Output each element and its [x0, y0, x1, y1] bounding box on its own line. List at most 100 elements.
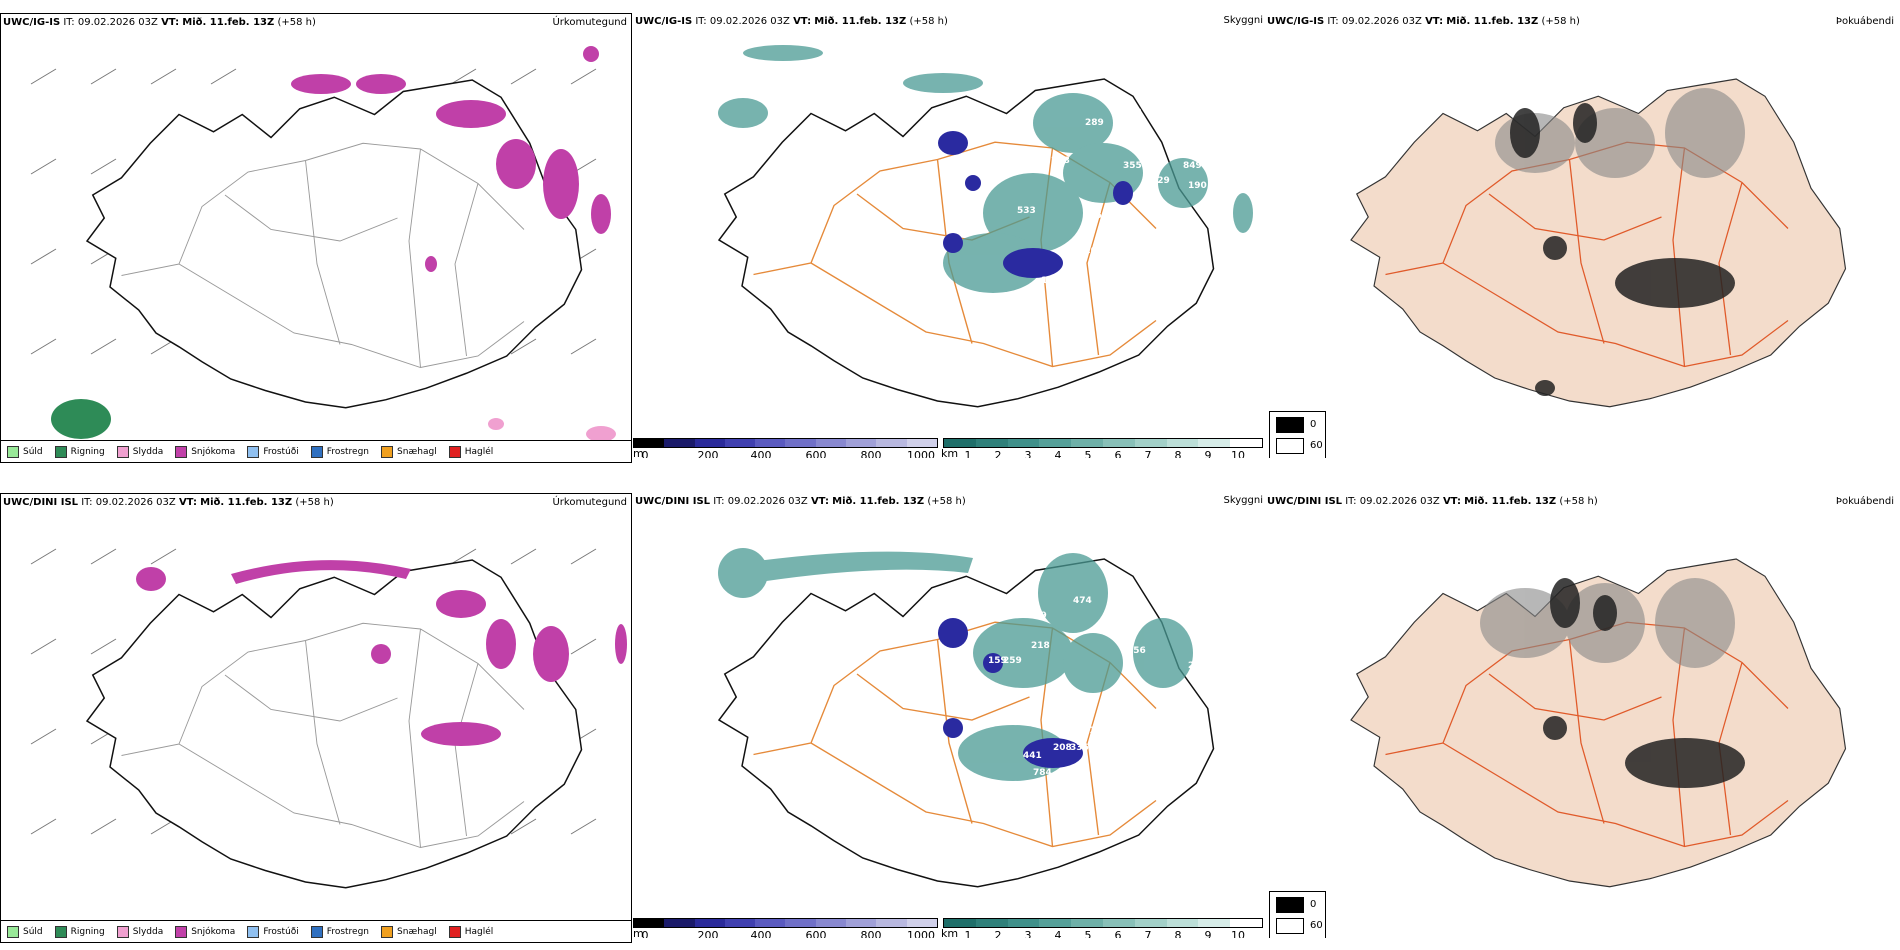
ceiling-colorbar: 0 200 400 600 800 1000 m — [633, 918, 938, 938]
tick-label: 200 — [697, 929, 719, 938]
visibility-unit: km — [941, 927, 959, 938]
vis-label: 114 — [1113, 256, 1132, 266]
panel-title: UWC/IG-IS IT: 09.02.2026 03Z VT: Mið. 11… — [635, 16, 948, 27]
tick-label: 4 — [1054, 449, 1062, 458]
tick-label: 200 — [697, 449, 719, 458]
vis-label: 29 — [1028, 576, 1041, 586]
panel-variable-label: Skyggni — [1223, 495, 1263, 506]
vis-label: 233 — [1188, 661, 1207, 671]
vis-label: 249 — [1028, 611, 1047, 621]
vis-label: 259 — [1003, 656, 1022, 666]
panel-title: UWC/IG-IS IT: 09.02.2026 03Z VT: Mið. 11… — [3, 17, 316, 28]
visibility-map: 601 29 474 249 496 218 356 233 159 259 1… — [718, 548, 1215, 888]
precip-type-panel-row1: UWC/IG-IS IT: 09.02.2026 03Z VT: Mið. 11… — [0, 13, 632, 463]
vis-label: 218 — [1031, 641, 1050, 651]
precip-legend: Súld Rigning Slydda Snjókoma Frostúði Fr… — [1, 920, 631, 942]
visibility-colorbar: 1 2 3 4 5 6 7 8 9 10 km — [941, 918, 1263, 938]
tick-label: 9 — [1204, 929, 1212, 938]
panel-variable-label: Úrkomutegund — [552, 17, 627, 28]
fog-map — [1350, 78, 1847, 408]
tick-label: 0 — [641, 449, 649, 458]
vis-label: 408 — [1058, 268, 1077, 278]
legend-item: Haglél — [448, 445, 493, 458]
vis-label: 849 — [1183, 161, 1202, 171]
tick-label: 400 — [750, 449, 772, 458]
vis-label: 416 — [1083, 726, 1102, 736]
legend-item: Súld — [7, 925, 43, 938]
tick-label: 1000 — [907, 449, 935, 458]
legend-item: Rigning — [54, 925, 105, 938]
fog-panel-row2: UWC/DINI ISL IT: 09.02.2026 03Z VT: Mið.… — [1265, 493, 1900, 938]
tick-label: 800 — [860, 449, 882, 458]
vis-label: 601 — [981, 558, 1000, 568]
tick-label: 1000 — [907, 929, 935, 938]
tick-label: 2 — [994, 929, 1002, 938]
tick-label: 8 — [1174, 449, 1182, 458]
visibility-panel-row2: UWC/DINI ISL IT: 09.02.2026 03Z VT: Mið.… — [633, 493, 1265, 938]
legend-item: Haglél — [448, 925, 493, 938]
panel-variable-label: Þokuábendi — [1835, 496, 1894, 507]
vis-label: 159 — [988, 656, 1007, 666]
vis-label: 108 — [1121, 748, 1140, 758]
legend-item: Frostregn — [310, 925, 369, 938]
vis-label: 356 — [1127, 646, 1146, 656]
panel-title: UWC/DINI ISL IT: 09.02.2026 03Z VT: Mið.… — [635, 496, 966, 507]
vis-label: 763 — [1123, 108, 1142, 118]
panel-title: UWC/IG-IS IT: 09.02.2026 03Z VT: Mið. 11… — [1267, 16, 1580, 27]
legend-item: Rigning — [54, 445, 105, 458]
vis-label: 441 — [1023, 751, 1042, 761]
panel-variable-label: Þokuábendi — [1835, 16, 1894, 27]
vis-label: 496 — [1097, 626, 1116, 636]
legend-item: Frostúði — [247, 925, 299, 938]
ceiling-colorbar: 0 200 400 600 800 1000 m — [633, 438, 938, 458]
legend-item: Snjókoma — [175, 925, 235, 938]
vis-label: 336 — [1070, 743, 1089, 753]
tick-label: 5 — [1084, 929, 1092, 938]
vis-label: 533 — [1017, 206, 1036, 216]
fog-legend-high: 0 — [1310, 419, 1317, 430]
vis-label: 216 — [1078, 246, 1097, 256]
tick-label: 10 — [1231, 449, 1245, 458]
ceiling-unit: m — [633, 927, 644, 938]
ceiling-unit: m — [633, 447, 644, 458]
vis-label: 429 — [1151, 176, 1170, 186]
legend-item: Snæhagl — [381, 925, 437, 938]
tick-label: 6 — [1114, 929, 1122, 938]
vis-label: 784 — [1033, 768, 1052, 778]
fog-legend: 0 60 — [1269, 411, 1326, 458]
legend-item: Slydda — [116, 925, 163, 938]
legend-item: Snæhagl — [381, 445, 437, 458]
fog-panel-row1: UWC/IG-IS IT: 09.02.2026 03Z VT: Mið. 11… — [1265, 13, 1900, 458]
vis-label: 474 — [1073, 596, 1092, 606]
visibility-unit: km — [941, 447, 959, 458]
vis-label: 355 — [1123, 161, 1142, 171]
vis-label: 124 — [1041, 276, 1060, 286]
tick-label: 10 — [1231, 929, 1245, 938]
legend-item: Súld — [7, 445, 43, 458]
panel-variable-label: Úrkomutegund — [552, 497, 627, 508]
tick-label: 3 — [1024, 449, 1032, 458]
vis-label: 153 — [953, 661, 972, 671]
tick-label: 9 — [1204, 449, 1212, 458]
tick-label: 800 — [860, 929, 882, 938]
tick-label: 400 — [750, 929, 772, 938]
visibility-colorbar: 1 2 3 4 5 6 7 8 9 10 km — [941, 438, 1263, 458]
tick-label: 6 — [1114, 449, 1122, 458]
fog-legend: 0 60 — [1269, 891, 1326, 938]
tick-label: 1 — [964, 449, 972, 458]
tick-label: 7 — [1144, 449, 1152, 458]
precip-type-panel-row2: UWC/DINI ISL IT: 09.02.2026 03Z VT: Mið.… — [0, 493, 632, 943]
vis-label: 107 — [1103, 748, 1122, 758]
precip-legend: Súld Rigning Slydda Snjókoma Frostúði Fr… — [1, 440, 631, 462]
tick-label: 5 — [1084, 449, 1092, 458]
vis-label: 248 — [1051, 156, 1070, 166]
visibility-map: 289 763 248 355 429 849 190 533 406 114 … — [718, 45, 1253, 408]
vis-label: 406 — [1083, 211, 1102, 221]
panel-title: UWC/DINI ISL IT: 09.02.2026 03Z VT: Mið.… — [1267, 496, 1598, 507]
panel-variable-label: Skyggni — [1223, 15, 1263, 26]
vis-label: 190 — [1188, 181, 1207, 191]
fog-legend-low: 60 — [1310, 440, 1323, 451]
tick-label: 1 — [964, 929, 972, 938]
fog-map — [1350, 558, 1847, 888]
tick-label: 7 — [1144, 929, 1152, 938]
